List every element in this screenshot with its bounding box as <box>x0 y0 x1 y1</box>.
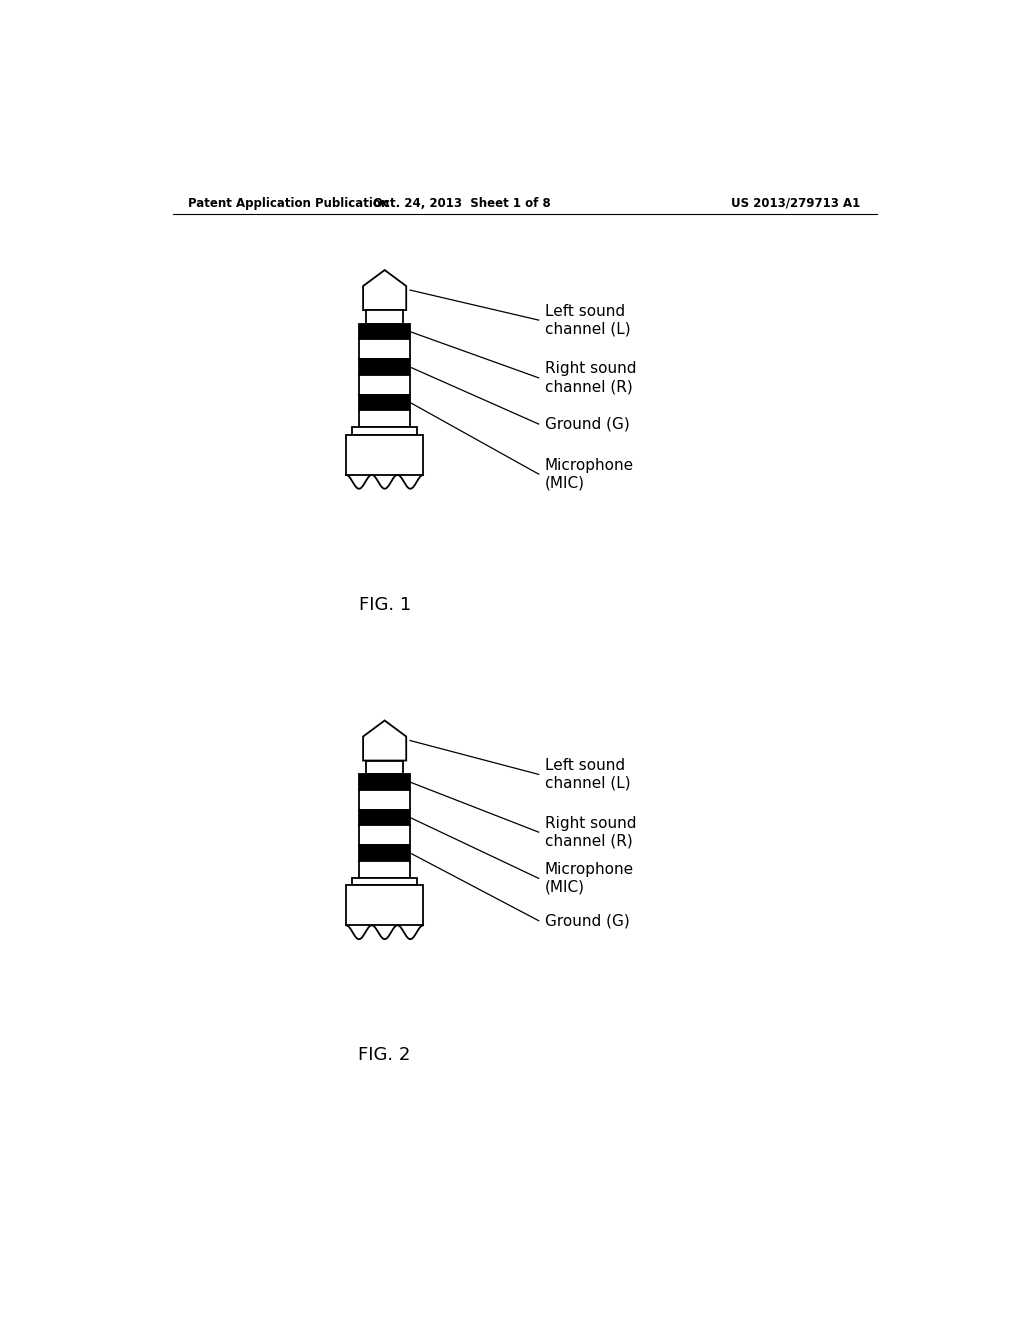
Polygon shape <box>364 271 407 310</box>
Bar <box>359 339 410 359</box>
Bar <box>359 775 410 789</box>
Bar <box>359 861 410 878</box>
Text: Oct. 24, 2013  Sheet 1 of 8: Oct. 24, 2013 Sheet 1 of 8 <box>373 197 551 210</box>
Text: Microphone
(MIC): Microphone (MIC) <box>545 458 634 491</box>
Text: Microphone
(MIC): Microphone (MIC) <box>545 862 634 895</box>
Bar <box>352 428 417 434</box>
Text: Ground (G): Ground (G) <box>545 913 630 928</box>
Bar <box>359 845 410 861</box>
Text: FIG. 1: FIG. 1 <box>358 597 411 614</box>
Text: Left sound
channel (L): Left sound channel (L) <box>545 758 631 791</box>
Text: FIG. 2: FIG. 2 <box>358 1047 411 1064</box>
Bar <box>359 359 410 375</box>
Text: US 2013/279713 A1: US 2013/279713 A1 <box>731 197 860 210</box>
Bar <box>359 810 410 825</box>
Bar <box>359 411 410 428</box>
Text: Right sound
channel (R): Right sound channel (R) <box>545 816 636 849</box>
Bar <box>346 886 423 925</box>
Bar <box>359 323 410 339</box>
Bar <box>359 789 410 810</box>
Text: Left sound
channel (L): Left sound channel (L) <box>545 304 631 337</box>
Bar <box>367 760 403 775</box>
Polygon shape <box>364 721 407 760</box>
Text: Ground (G): Ground (G) <box>545 417 630 432</box>
Bar <box>352 878 417 886</box>
Text: Right sound
channel (R): Right sound channel (R) <box>545 362 636 395</box>
Text: Patent Application Publication: Patent Application Publication <box>188 197 389 210</box>
Bar <box>359 395 410 411</box>
Bar <box>359 375 410 395</box>
Bar <box>359 825 410 845</box>
Bar <box>346 434 423 475</box>
Bar <box>367 310 403 323</box>
